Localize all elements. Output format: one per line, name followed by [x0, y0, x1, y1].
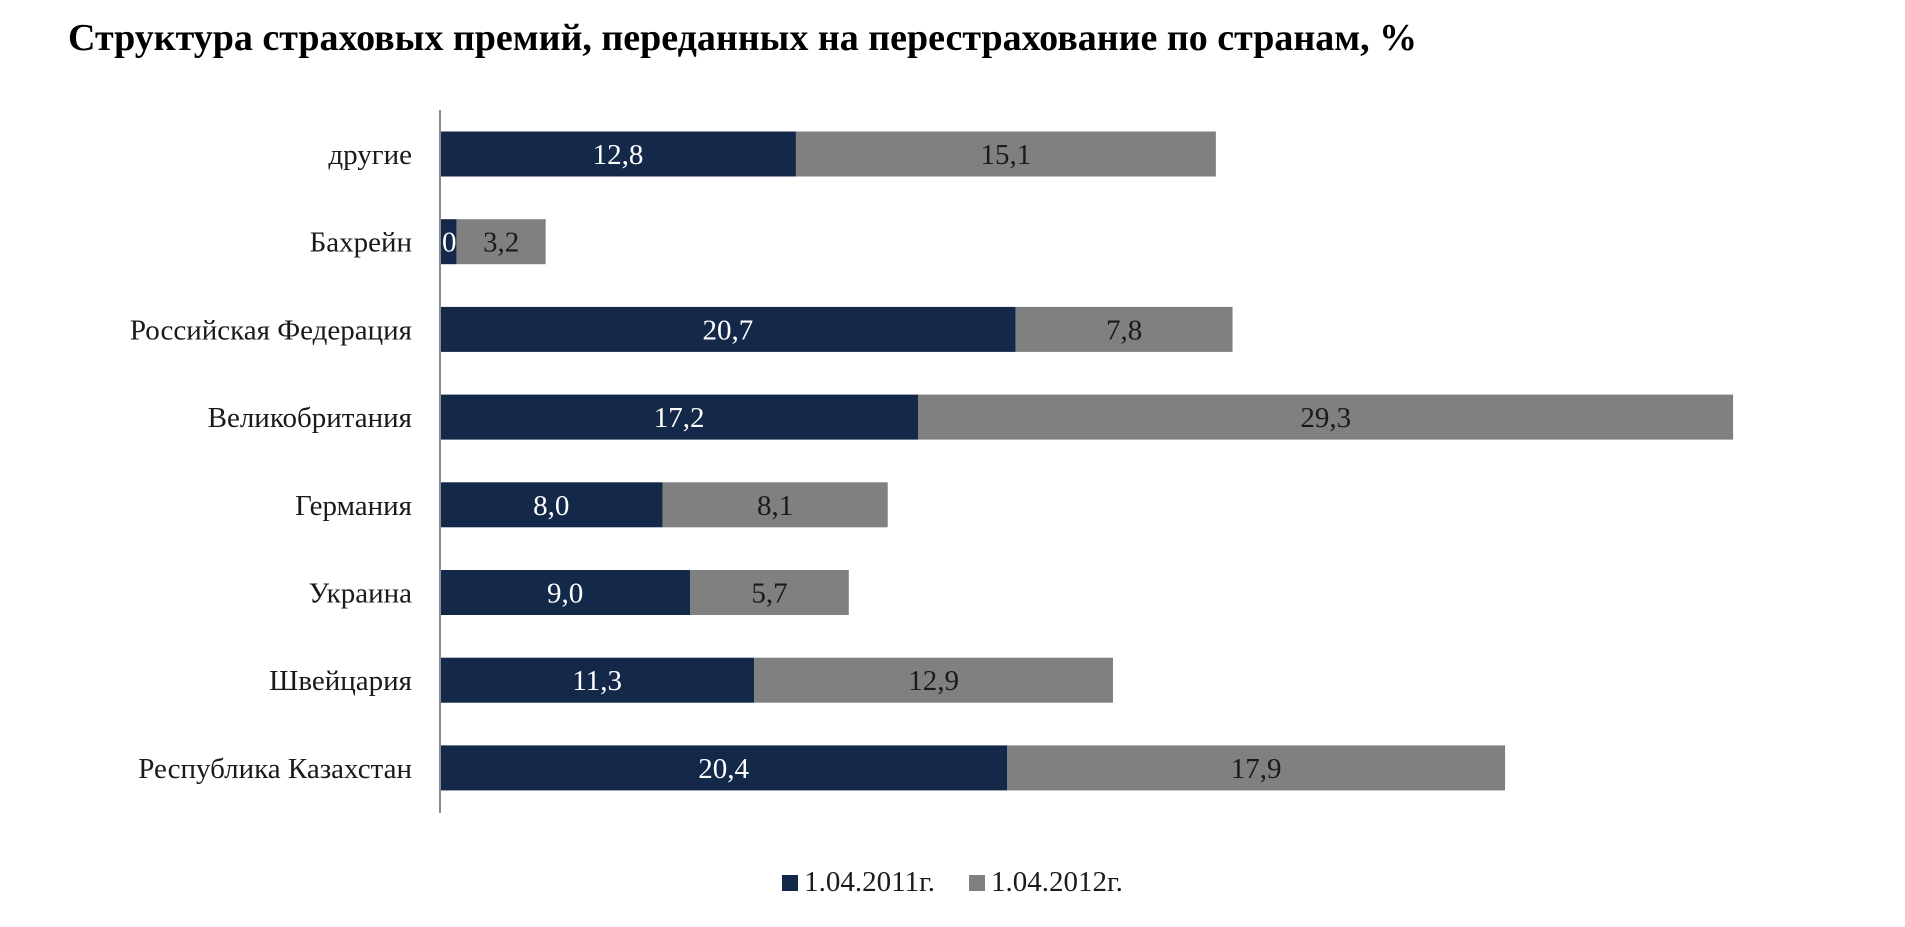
data-label-2011: 20,7 [702, 314, 753, 346]
bar-segment-2012 [1015, 306, 1233, 352]
bar-segment-2012 [690, 570, 849, 615]
bar-segment-2011 [440, 219, 457, 265]
category-label: другие [328, 139, 412, 171]
legend-item-2012: 1.04.2012г. [968, 866, 1123, 899]
bar-segment-2012 [918, 394, 1734, 440]
chart-legend: 1.04.2011г. 1.04.2012г. [0, 866, 1905, 899]
data-label-2011: 11,3 [572, 665, 622, 697]
category-label: Украина [309, 578, 412, 610]
category-label: Российская Федерация [130, 314, 412, 346]
data-label-2011: 20,4 [698, 753, 749, 785]
legend-item-2011: 1.04.2011г. [782, 866, 935, 899]
category-label: Бахрейн [310, 227, 412, 259]
bar-segment-2012 [456, 219, 546, 265]
legend-label-2012: 1.04.2012г. [990, 866, 1123, 898]
bar-segment-2011 [440, 745, 1008, 791]
data-label-2012: 3,2 [483, 227, 519, 259]
category-label: Республика Казахстан [138, 753, 412, 785]
bar-segment-2012 [754, 657, 1113, 703]
bar-segment-2011 [440, 482, 663, 528]
data-label-2011: 12,8 [593, 139, 644, 171]
bar-segment-2011 [440, 570, 691, 615]
category-label: Германия [295, 490, 412, 522]
data-label-2011: 17,2 [654, 402, 705, 434]
category-label: Великобритания [208, 402, 412, 434]
category-label: Швейцария [269, 665, 412, 697]
data-label-2011: 9,0 [547, 578, 583, 610]
data-label-2012: 12,9 [908, 665, 959, 697]
legend-swatch-2011 [782, 874, 799, 891]
legend-label-2011: 1.04.2011г. [804, 866, 935, 898]
data-label-2012: 17,9 [1231, 753, 1282, 785]
chart-title: Структура страховых премий, переданных н… [68, 17, 1418, 59]
bar-segment-2012 [1007, 745, 1506, 791]
bar-segment-2012 [795, 131, 1216, 177]
bar-segment-2011 [440, 394, 919, 440]
data-label-2012: 29,3 [1300, 402, 1351, 434]
bar-segment-2012 [662, 482, 888, 528]
data-label-2011: 8,0 [533, 490, 569, 522]
bar-segment-2011 [440, 657, 755, 703]
bar-segment-2011 [440, 131, 796, 177]
data-label-2012: 15,1 [981, 139, 1032, 171]
data-label-2012: 5,7 [751, 578, 787, 610]
legend-swatch-2012 [968, 874, 985, 891]
data-label-2012: 7,8 [1106, 314, 1142, 346]
bar-segment-2011 [440, 306, 1016, 352]
data-label-2012: 8,1 [757, 490, 793, 522]
